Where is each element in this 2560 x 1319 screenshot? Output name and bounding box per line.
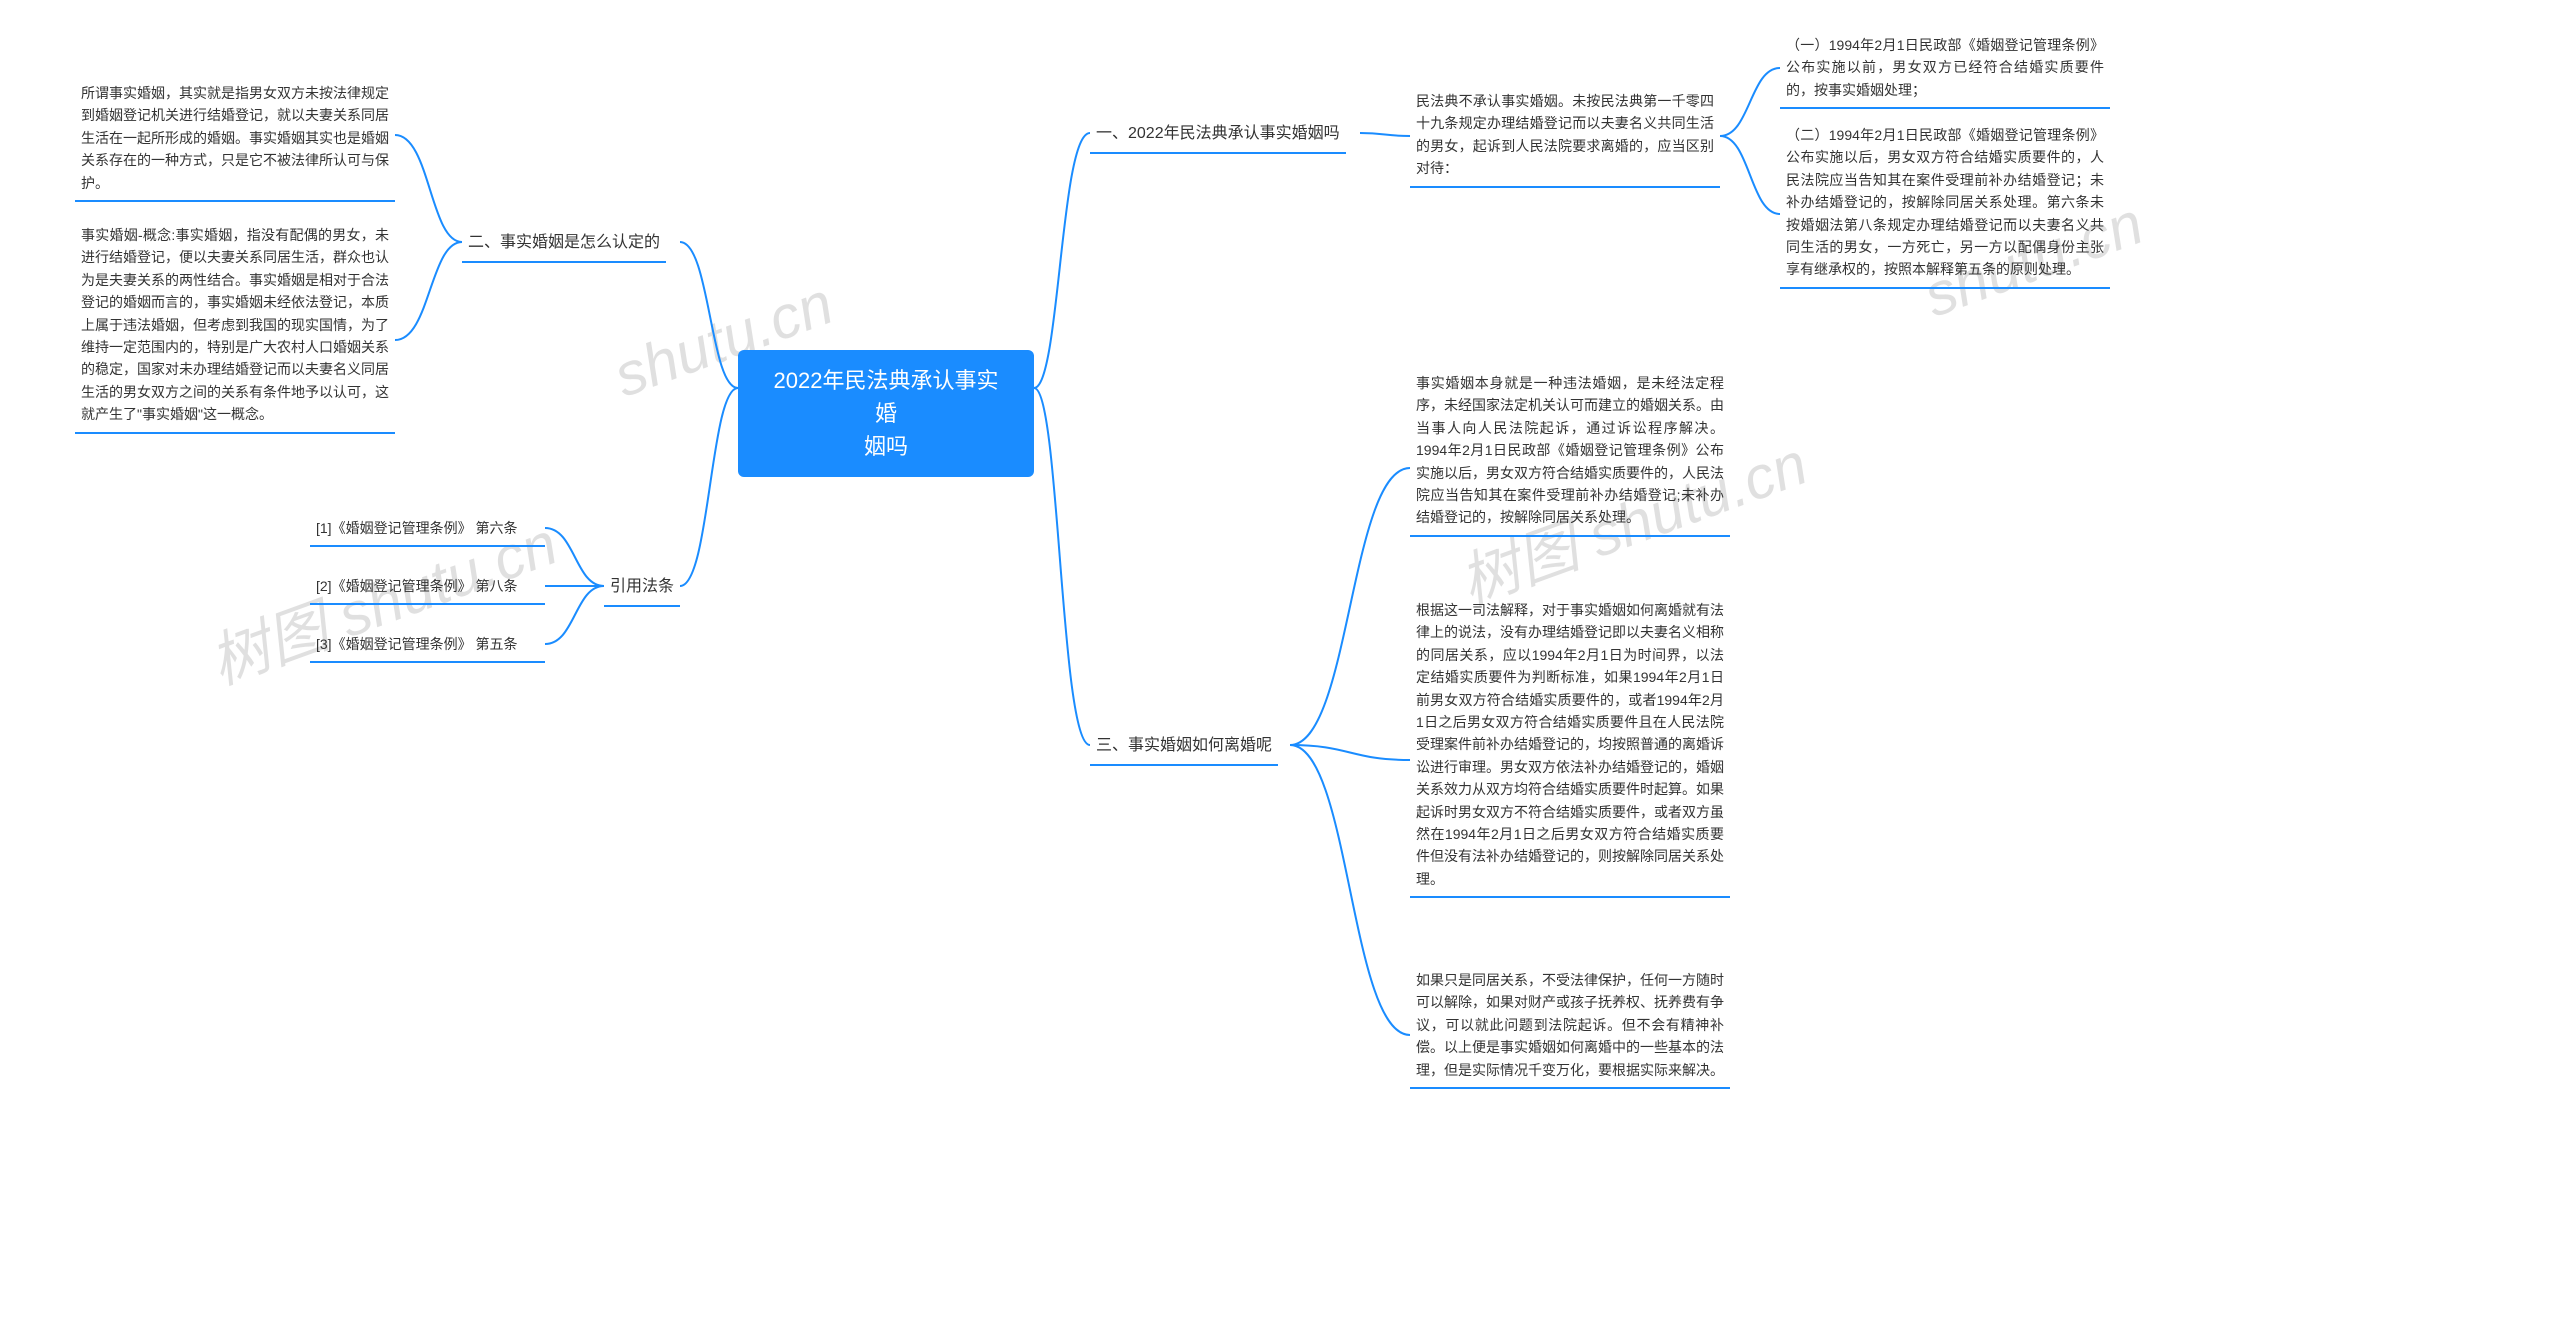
leaf-node[interactable]: 民法典不承认事实婚姻。未按民法典第一千零四十九条规定办理结婚登记而以夫妻名义共同… xyxy=(1410,86,1720,188)
leaf-text: 所谓事实婚姻，其实就是指男女双方未按法律规定到婚姻登记机关进行结婚登记，就以夫妻… xyxy=(81,85,389,191)
leaf-text: （一）1994年2月1日民政部《婚姻登记管理条例》公布实施以前，男女双方已经符合… xyxy=(1786,37,2104,98)
leaf-text: 事实婚姻-概念:事实婚姻，指没有配偶的男女，未进行结婚登记，便以夫妻关系同居生活… xyxy=(81,227,389,422)
leaf-text: [2]《婚姻登记管理条例》 第八条 xyxy=(316,578,517,594)
leaf-node[interactable]: [3]《婚姻登记管理条例》 第五条 xyxy=(310,629,545,663)
center-node[interactable]: 2022年民法典承认事实婚 姻吗 xyxy=(738,350,1034,477)
leaf-node[interactable]: （一）1994年2月1日民政部《婚姻登记管理条例》公布实施以前，男女双方已经符合… xyxy=(1780,30,2110,109)
leaf-node[interactable]: 所谓事实婚姻，其实就是指男女双方未按法律规定到婚姻登记机关进行结婚登记，就以夫妻… xyxy=(75,78,395,202)
branch-left-1[interactable]: 二、事实婚姻是怎么认定的 xyxy=(462,227,666,263)
center-node-text: 2022年民法典承认事实婚 姻吗 xyxy=(774,368,999,459)
leaf-text: （二）1994年2月1日民政部《婚姻登记管理条例》公布实施以后，男女双方符合结婚… xyxy=(1786,127,2104,277)
branch-label: 三、事实婚姻如何离婚呢 xyxy=(1096,737,1272,754)
branch-label: 二、事实婚姻是怎么认定的 xyxy=(468,234,660,251)
branch-right-2[interactable]: 三、事实婚姻如何离婚呢 xyxy=(1090,730,1278,766)
branch-label: 引用法条 xyxy=(610,578,674,595)
leaf-text: [3]《婚姻登记管理条例》 第五条 xyxy=(316,636,517,652)
leaf-text: 事实婚姻本身就是一种违法婚姻，是未经法定程序，未经国家法定机关认可而建立的婚姻关… xyxy=(1416,375,1724,525)
branch-left-2[interactable]: 引用法条 xyxy=(604,571,680,607)
leaf-text: 如果只是同居关系，不受法律保护，任何一方随时可以解除，如果对财产或孩子抚养权、抚… xyxy=(1416,972,1724,1078)
leaf-node[interactable]: 事实婚姻本身就是一种违法婚姻，是未经法定程序，未经国家法定机关认可而建立的婚姻关… xyxy=(1410,368,1730,537)
leaf-node[interactable]: 根据这一司法解释，对于事实婚姻如何离婚就有法律上的说法，没有办理结婚登记即以夫妻… xyxy=(1410,595,1730,898)
branch-right-1[interactable]: 一、2022年民法典承认事实婚姻吗 xyxy=(1090,118,1346,154)
leaf-node[interactable]: [2]《婚姻登记管理条例》 第八条 xyxy=(310,571,545,605)
leaf-node[interactable]: （二）1994年2月1日民政部《婚姻登记管理条例》公布实施以后，男女双方符合结婚… xyxy=(1780,120,2110,289)
mindmap-canvas: 树图 shutu.cn shutu.cn 树图 shutu.cn shutu.c… xyxy=(0,0,2560,1319)
leaf-text: 民法典不承认事实婚姻。未按民法典第一千零四十九条规定办理结婚登记而以夫妻名义共同… xyxy=(1416,93,1714,176)
leaf-node[interactable]: 事实婚姻-概念:事实婚姻，指没有配偶的男女，未进行结婚登记，便以夫妻关系同居生活… xyxy=(75,220,395,434)
leaf-text: [1]《婚姻登记管理条例》 第六条 xyxy=(316,520,517,536)
branch-label: 一、2022年民法典承认事实婚姻吗 xyxy=(1096,125,1340,142)
leaf-node[interactable]: [1]《婚姻登记管理条例》 第六条 xyxy=(310,513,545,547)
leaf-node[interactable]: 如果只是同居关系，不受法律保护，任何一方随时可以解除，如果对财产或孩子抚养权、抚… xyxy=(1410,965,1730,1089)
leaf-text: 根据这一司法解释，对于事实婚姻如何离婚就有法律上的说法，没有办理结婚登记即以夫妻… xyxy=(1416,602,1724,887)
